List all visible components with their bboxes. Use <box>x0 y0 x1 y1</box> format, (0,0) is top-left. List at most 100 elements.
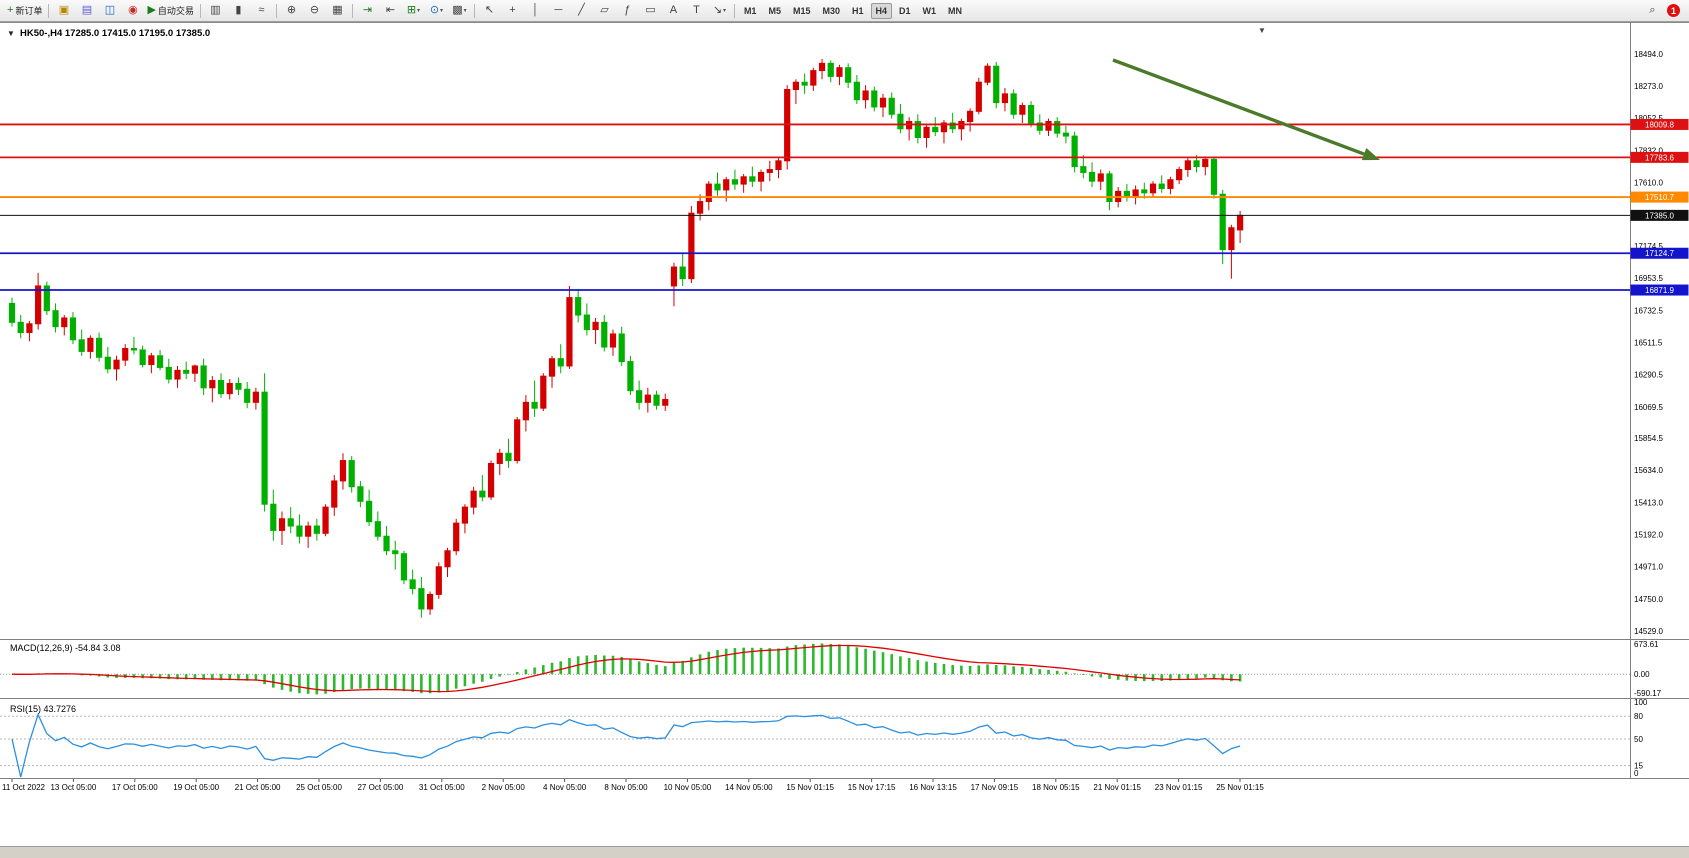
svg-text:0.00: 0.00 <box>1634 670 1650 679</box>
svg-text:15 Nov 17:15: 15 Nov 17:15 <box>848 783 896 792</box>
svg-text:8 Nov 05:00: 8 Nov 05:00 <box>604 783 648 792</box>
svg-text:17610.0: 17610.0 <box>1634 179 1663 188</box>
svg-text:21 Nov 01:15: 21 Nov 01:15 <box>1093 783 1141 792</box>
timeframe-h1-button[interactable]: H1 <box>852 5 864 16</box>
text-button[interactable]: A <box>662 1 685 20</box>
svg-text:18 Nov 05:15: 18 Nov 05:15 <box>1032 783 1080 792</box>
timeframe-w1-button[interactable]: W1 <box>922 5 937 16</box>
tile-windows-icon: ▦ <box>332 4 343 16</box>
symbol-collapse-arrow-icon[interactable]: ▼ <box>7 29 15 38</box>
text-label-icon: T <box>693 4 700 16</box>
svg-text:16069.5: 16069.5 <box>1634 403 1663 412</box>
crosshair-icon: + <box>509 4 516 16</box>
equidistant-channel-button[interactable]: ▱ <box>593 1 616 20</box>
chart-shift-icon: ⇤ <box>385 4 396 16</box>
dropdown-caret-icon: ▾ <box>463 8 467 14</box>
timeframe-mn-button[interactable]: MN <box>948 5 963 16</box>
horizontal-level-lines[interactable] <box>0 123 1630 291</box>
time-axis: 11 Oct 2022 13 Oct 05:00 17 Oct 05:00 19 Oc… <box>2 779 1264 792</box>
timeframe-h4-button[interactable]: H4 <box>870 2 893 19</box>
cursor-button[interactable]: ↖ <box>478 1 501 20</box>
toolbar-separator <box>733 3 735 18</box>
rsi-label: RSI(15) 43.7276 <box>10 704 76 714</box>
notification-badge[interactable]: 1 <box>1667 4 1680 17</box>
svg-text:0: 0 <box>1634 769 1639 778</box>
horizontal-line-button[interactable]: ─ <box>547 1 570 20</box>
svg-text:15413.0: 15413.0 <box>1634 498 1663 507</box>
svg-text:16290.5: 16290.5 <box>1634 371 1663 380</box>
chart-shift-button[interactable]: ⇤ <box>379 1 402 20</box>
svg-text:16732.5: 16732.5 <box>1634 306 1663 315</box>
candlestick-chart-icon: ▮ <box>235 4 242 16</box>
svg-text:2 Nov 05:00: 2 Nov 05:00 <box>482 783 526 792</box>
dropdown-caret-icon: ▾ <box>723 8 727 14</box>
arrows-button[interactable]: ↘ ▾ <box>708 1 731 20</box>
templates-button[interactable]: ▩ ▾ <box>448 1 471 20</box>
svg-text:14750.0: 14750.0 <box>1634 595 1663 604</box>
timeframe-m1-button[interactable]: M1 <box>743 5 757 16</box>
tile-windows-button[interactable]: ▦ <box>326 1 349 20</box>
shapes-button[interactable]: ▭ <box>639 1 662 20</box>
toolbar-buttons: + 新订单 ▣ ▤ ◫ ◉ ▶ 自动交易 ▥ ▮ ≈ ⊕ ⊖ ▦ ⇥ ⇤ ⊞ ▾ ⊙ ▾ ▩ ▾ ↖ + │ ─ ╱ ▱ ƒ ▭ A T ↘ ▾ <box>4 1 738 20</box>
market-watch-button[interactable]: ◫ <box>98 1 121 20</box>
trend-arrow-annotation[interactable] <box>1112 58 1380 161</box>
fibonacci-button[interactable]: ƒ <box>616 1 639 20</box>
auto-scroll-button[interactable]: ⇥ <box>356 1 379 20</box>
macd-panel: 673.61 0.00 -590.17 <box>0 640 1662 698</box>
alerts-icon: ◉ <box>128 4 138 16</box>
indicators-button[interactable]: ⊞ ▾ <box>402 1 425 20</box>
svg-text:16871.9: 16871.9 <box>1645 286 1674 295</box>
timeframe-m15-button[interactable]: M15 <box>792 5 811 16</box>
search-button[interactable]: ⌕ <box>1641 1 1664 20</box>
svg-text:31 Oct 05:00: 31 Oct 05:00 <box>419 783 465 792</box>
timeframe-m30-button[interactable]: M30 <box>822 5 840 16</box>
svg-text:17510.7: 17510.7 <box>1645 193 1674 202</box>
chart-title: HK50-,H4 17285.0 17415.0 17195.0 17385.0 <box>20 28 210 39</box>
svg-text:15854.5: 15854.5 <box>1634 434 1663 443</box>
chart-canvas[interactable]: 18494.018273.018052.517832.017610.017389… <box>0 22 1689 858</box>
svg-text:19 Oct 05:00: 19 Oct 05:00 <box>173 783 219 792</box>
zoom-in-button[interactable]: ⊕ <box>280 1 303 20</box>
svg-text:17 Oct 05:00: 17 Oct 05:00 <box>112 783 158 792</box>
toolbar: + 新订单 ▣ ▤ ◫ ◉ ▶ 自动交易 ▥ ▮ ≈ ⊕ ⊖ ▦ ⇥ ⇤ ⊞ ▾ ⊙ ▾ ▩ ▾ ↖ + │ ─ ╱ ▱ ƒ ▭ A T ↘ ▾ … <box>0 0 1689 22</box>
line-chart-icon: ≈ <box>258 4 265 16</box>
bar-chart-button[interactable]: ▥ <box>204 1 227 20</box>
svg-text:15: 15 <box>1634 762 1643 771</box>
candlestick-series <box>8 58 1244 618</box>
new-chart-button[interactable]: ▣ <box>52 1 75 20</box>
dropdown-caret-icon: ▾ <box>440 8 444 14</box>
svg-text:50: 50 <box>1634 735 1643 744</box>
svg-text:14971.0: 14971.0 <box>1634 563 1663 572</box>
profiles-button[interactable]: ▤ <box>75 1 98 20</box>
timeframe-d1-button[interactable]: D1 <box>899 5 911 16</box>
toolbar-separator <box>473 3 475 18</box>
svg-text:673.61: 673.61 <box>1634 640 1659 649</box>
toolbar-separator <box>48 3 50 18</box>
horizontal-line-icon: ─ <box>554 4 563 16</box>
alerts-button[interactable]: ◉ <box>121 1 144 20</box>
svg-text:21 Oct 05:00: 21 Oct 05:00 <box>235 783 281 792</box>
text-icon: A <box>669 4 678 16</box>
crosshair-button[interactable]: + <box>501 1 524 20</box>
svg-text:18273.0: 18273.0 <box>1634 82 1663 91</box>
svg-text:25 Nov 01:15: 25 Nov 01:15 <box>1216 783 1264 792</box>
autotrading-button[interactable]: ▶ 自动交易 <box>144 1 196 20</box>
new-order-button[interactable]: + 新订单 <box>4 1 45 20</box>
line-chart-button[interactable]: ≈ <box>250 1 273 20</box>
candlestick-chart-button[interactable]: ▮ <box>227 1 250 20</box>
trendline-button[interactable]: ╱ <box>570 1 593 20</box>
toolbar-separator <box>351 3 353 18</box>
periods-button[interactable]: ⊙ ▾ <box>425 1 448 20</box>
zoom-out-button[interactable]: ⊖ <box>303 1 326 20</box>
equidistant-channel-icon: ▱ <box>600 4 609 16</box>
text-label-button[interactable]: T <box>685 1 708 20</box>
svg-text:17832.0: 17832.0 <box>1634 146 1663 155</box>
chart-shift-marker-icon[interactable]: ▼ <box>1258 26 1266 35</box>
price-axis: 18494.018273.018052.517832.017610.017389… <box>1634 50 1663 636</box>
svg-text:17385.0: 17385.0 <box>1645 211 1674 220</box>
auto-scroll-icon: ⇥ <box>362 4 373 16</box>
timeframe-m5-button[interactable]: M5 <box>768 5 781 16</box>
vertical-line-button[interactable]: │ <box>524 1 547 20</box>
svg-text:15 Nov 01:15: 15 Nov 01:15 <box>786 783 834 792</box>
market-watch-icon: ◫ <box>104 4 116 16</box>
